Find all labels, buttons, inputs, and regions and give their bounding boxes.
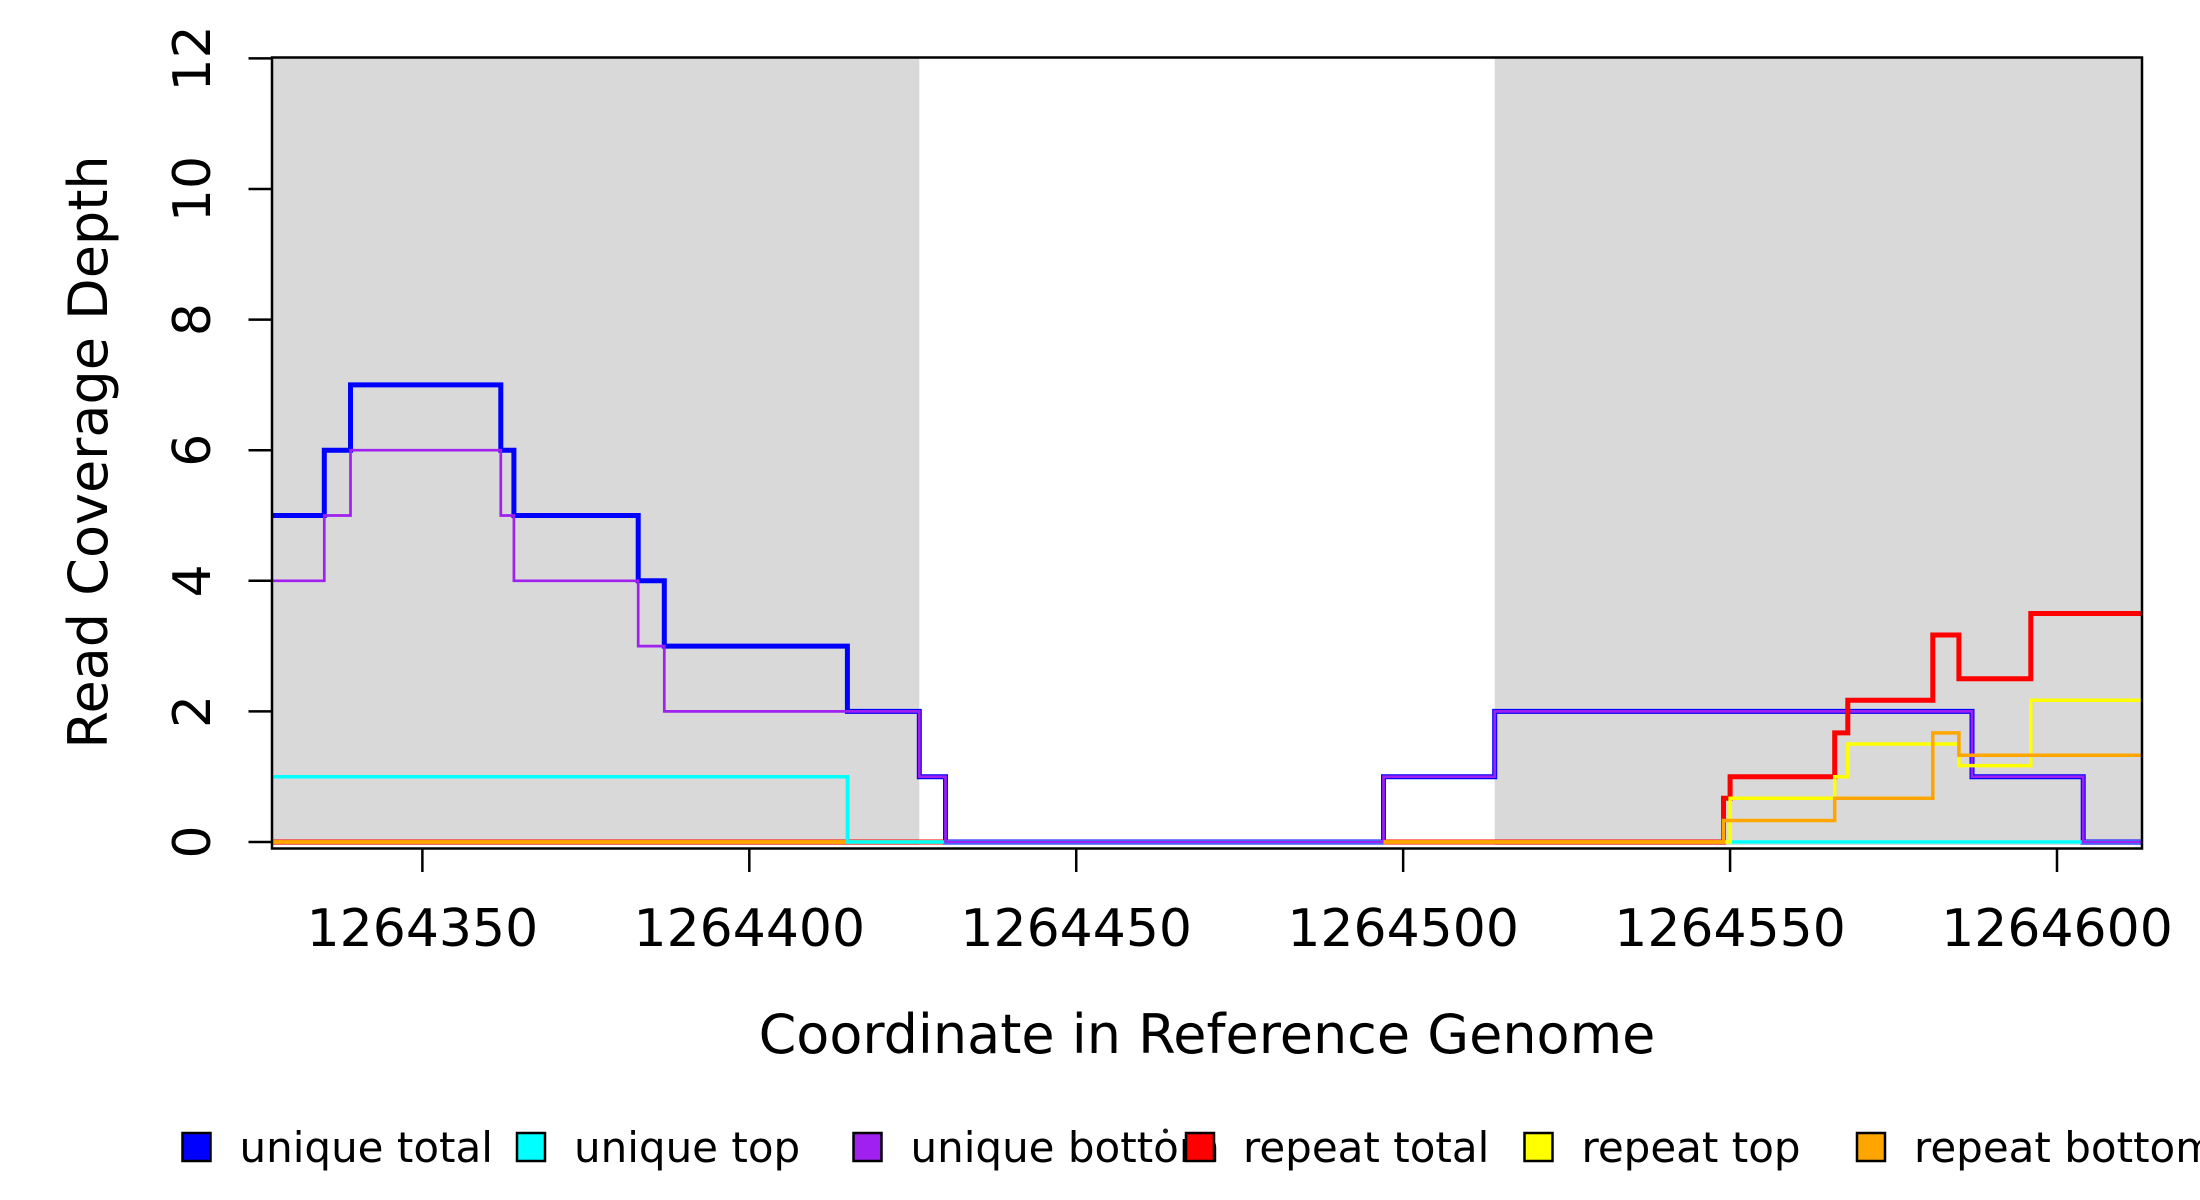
x-axis-tick-label: 1264350 xyxy=(307,899,539,959)
legend-swatch-unique-top xyxy=(515,1131,547,1163)
x-axis-title: Coordinate in Reference Genome xyxy=(759,1003,1656,1066)
x-axis-tick-label: 1264450 xyxy=(960,899,1192,959)
x-axis-tick-label: 1264500 xyxy=(1287,899,1519,959)
y-axis-title: Read Coverage Depth xyxy=(57,155,120,748)
y-axis-tick-label: 12 xyxy=(163,25,223,91)
legend-label-repeat-bottom: repeat bottom xyxy=(1914,1123,2200,1172)
legend-label-unique-bottom: unique bottom xyxy=(911,1123,1220,1172)
y-axis-tick-label: 4 xyxy=(163,564,223,597)
right-shaded-interval xyxy=(1494,57,2142,845)
y-axis-tick-label: 6 xyxy=(163,434,223,467)
series-line-unique-bottom xyxy=(272,448,2142,844)
y-axis-tick-label: 10 xyxy=(163,156,223,222)
legend-label-unique-total: unique total xyxy=(240,1123,493,1172)
legend-label-unique-top: unique top xyxy=(574,1123,800,1172)
legend-swatch-repeat-top xyxy=(1523,1131,1554,1163)
legend-swatch-repeat-bottom xyxy=(1855,1131,1887,1163)
legend-swatch-unique-total xyxy=(181,1131,212,1163)
legend-swatch-unique-bottom xyxy=(852,1131,883,1163)
y-axis-tick-label: 0 xyxy=(163,825,223,858)
series-line-repeat-total-right xyxy=(1383,611,2142,845)
y-axis-tick-label: 2 xyxy=(163,695,223,728)
x-axis-tick-label: 1264400 xyxy=(634,899,866,959)
plot-border-box xyxy=(270,56,2144,850)
x-axis-tick-label: 1264550 xyxy=(1614,899,1846,959)
legend-label-repeat-top: repeat top xyxy=(1582,1123,1801,1172)
x-axis-tick-label: 1264600 xyxy=(1941,899,2173,959)
y-axis-tick-label: 8 xyxy=(163,303,223,336)
stray-dot-mark xyxy=(1163,1128,1168,1134)
series-line-repeat-bottom-right xyxy=(1383,731,2142,844)
legend-label-repeat-total: repeat total xyxy=(1243,1123,1489,1172)
legend-swatch-repeat-total xyxy=(1184,1131,1216,1163)
